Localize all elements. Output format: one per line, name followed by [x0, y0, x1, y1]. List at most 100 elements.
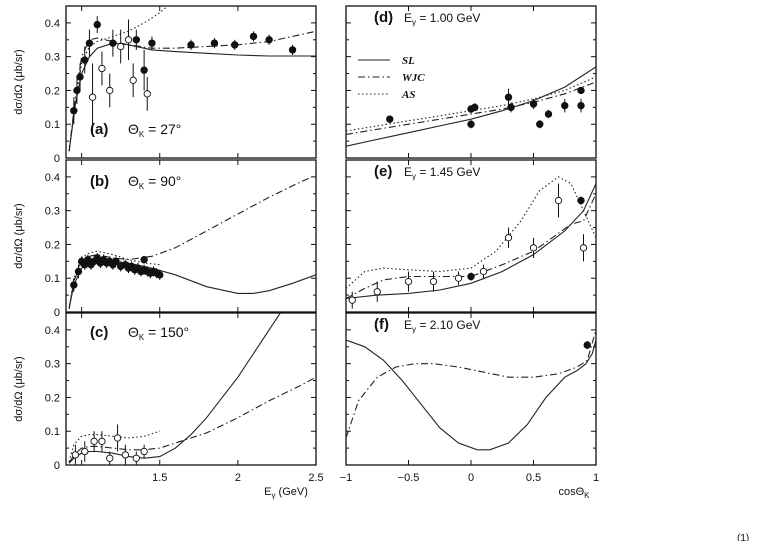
data-point [90, 437, 98, 446]
data-point [109, 39, 117, 47]
curve-dotted [68, 6, 169, 152]
data-point [121, 451, 130, 459]
curve-solid [346, 66, 596, 147]
data-point [507, 103, 515, 112]
curves [346, 329, 596, 451]
panel-label: (f) [374, 316, 389, 333]
x-axis-label: cosΘK [558, 486, 590, 500]
panel-condition: ΘK = 27° [128, 121, 181, 139]
data-point [348, 296, 356, 304]
curves [68, 174, 316, 309]
data-point [132, 454, 140, 462]
data-point [140, 447, 148, 456]
x-tick-label: 0 [468, 472, 474, 484]
curve-dashdot [68, 174, 316, 309]
data-point [132, 36, 141, 44]
footer-marker: (1) [737, 533, 749, 541]
data-point [454, 274, 463, 282]
data-point [373, 288, 381, 296]
data-point [577, 196, 585, 205]
data-point [529, 244, 538, 252]
x-tick-label: 1 [593, 472, 599, 484]
x-tick-label: 2.5 [308, 472, 323, 484]
data-point [536, 120, 544, 128]
y-tick-label: 0.2 [45, 392, 60, 404]
data-point [88, 93, 97, 101]
data-points [70, 16, 297, 131]
data-point [249, 32, 258, 41]
legend-label: AS [401, 89, 415, 101]
y-axis-label: dσ/dΩ (μb/sr) [13, 49, 25, 114]
data-point [577, 101, 585, 110]
data-point [113, 434, 122, 442]
data-point [98, 64, 106, 73]
panel-condition: Eγ = 2.10 GeV [404, 318, 480, 334]
data-point [81, 56, 89, 64]
x-axis-label: Eγ (GeV) [264, 486, 308, 500]
y-tick-label: 0 [54, 460, 60, 472]
panel-label: (e) [374, 163, 392, 180]
panel-label: (d) [374, 9, 393, 26]
x-tick-label: −1 [340, 472, 353, 484]
data-point [404, 277, 413, 286]
data-points [348, 183, 588, 309]
data-point [70, 281, 78, 289]
legend-label: SL [402, 55, 415, 67]
panel-frame [65, 5, 317, 159]
panel-e: (e) Eγ = 1.45 GeV [345, 159, 597, 313]
data-point [561, 101, 569, 110]
x-tick-label: 1.5 [152, 472, 167, 484]
y-tick-label: 0.1 [45, 426, 60, 438]
y-tick-label: 0.4 [45, 18, 60, 30]
data-point [577, 86, 585, 95]
panel-label: (b) [90, 173, 109, 190]
data-point [544, 110, 553, 118]
x-tick-label: 0.5 [526, 472, 541, 484]
data-point [288, 46, 297, 54]
data-point [98, 437, 106, 446]
panel-frame [65, 159, 317, 313]
y-tick-label: 0 [54, 307, 60, 319]
data-point [265, 36, 273, 44]
curve-solid [346, 339, 596, 451]
data-point [71, 451, 80, 459]
panel-condition: ΘK = 90° [128, 173, 181, 191]
y-tick-label: 0.3 [45, 359, 60, 371]
curve-dashdot [68, 376, 316, 464]
panels: 0 0.1 0.2 0.3 0.4 dσ/dΩ (μb/sr) (a) ΘK = 27° 0 0.… [13, 5, 599, 500]
data-points [71, 424, 148, 465]
curves [346, 66, 596, 147]
y-tick-label: 0.3 [45, 52, 60, 64]
curve-dotted [68, 430, 160, 462]
x-tick-label: 2 [235, 472, 241, 484]
panel-condition: ΘK = 150° [128, 324, 189, 342]
panel-label: (a) [90, 121, 108, 138]
data-point [467, 120, 475, 128]
curves [68, 6, 316, 152]
panel-c: 0 0.1 0.2 0.3 0.4 1.5 2 2.5 dσ/dΩ (μb/sr) Eγ (GeV… [13, 312, 324, 500]
y-tick-label: 0.2 [45, 85, 60, 97]
curve-solid [68, 260, 316, 309]
legend-label: WJC [402, 72, 425, 84]
curve-dotted [68, 250, 160, 309]
data-point [73, 86, 81, 95]
curve-dashdot [346, 329, 596, 439]
panel-b: 0 0.1 0.2 0.3 0.4 dσ/dΩ (μb/sr) (b) ΘK = 90° [13, 159, 317, 319]
y-tick-label: 0.3 [45, 206, 60, 218]
data-point [579, 244, 588, 252]
data-point [504, 234, 513, 242]
data-point [231, 41, 239, 49]
legend: SL WJC AS [358, 55, 425, 101]
y-tick-label: 0.4 [45, 172, 60, 184]
data-point [467, 272, 475, 281]
data-point [143, 90, 151, 98]
panel-label: (c) [90, 324, 108, 341]
y-axis-label: dσ/dΩ (μb/sr) [13, 356, 25, 421]
data-point [554, 196, 563, 205]
data-point [70, 107, 78, 115]
panel-a: 0 0.1 0.2 0.3 0.4 dσ/dΩ (μb/sr) (a) ΘK = 27° [13, 5, 317, 165]
data-point [93, 20, 101, 29]
panel-condition: Eγ = 1.45 GeV [404, 165, 480, 181]
curve-solid [68, 42, 316, 152]
